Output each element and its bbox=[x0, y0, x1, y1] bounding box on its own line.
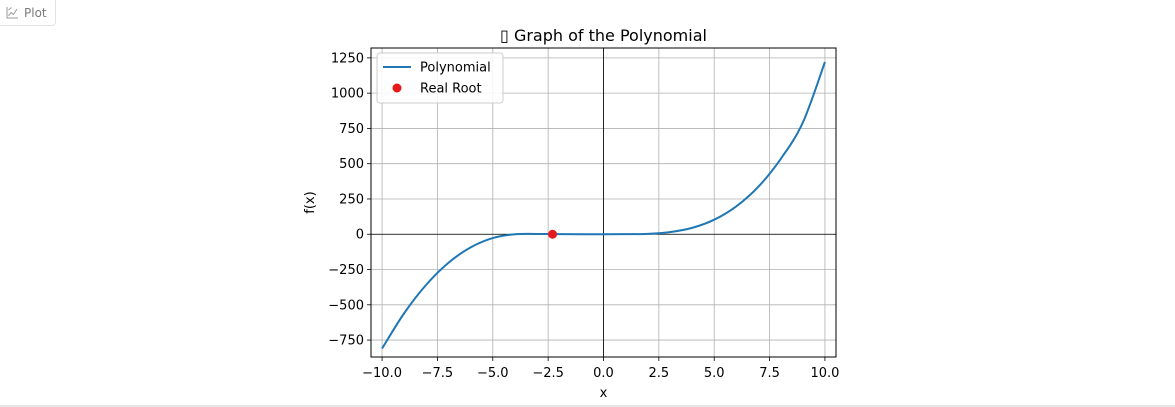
series-layer bbox=[381, 61, 826, 350]
plot-tab[interactable]: Plot bbox=[0, 0, 56, 26]
x-axis-ticks: −10.0 −7.5 −5.0 −2.5 0.0 2.5 5.0 7.5 10.0 bbox=[362, 357, 839, 381]
polynomial-line bbox=[381, 61, 826, 350]
y-tick-label: −250 bbox=[328, 263, 364, 278]
x-tick-label: −10.0 bbox=[362, 366, 402, 381]
x-tick-label: −5.0 bbox=[477, 366, 509, 381]
y-tick-label: 1000 bbox=[331, 87, 364, 102]
y-tick-label: 0 bbox=[356, 228, 364, 243]
x-tick-label: −2.5 bbox=[532, 366, 564, 381]
legend: Polynomial Real Root bbox=[376, 52, 504, 104]
y-tick-label: 250 bbox=[339, 192, 364, 207]
y-axis-label: f(x) bbox=[303, 191, 318, 213]
y-tick-label: 1250 bbox=[331, 51, 364, 66]
y-tick-label: 750 bbox=[339, 122, 364, 137]
x-tick-label: 10.0 bbox=[810, 366, 839, 381]
x-tick-label: 2.5 bbox=[649, 366, 670, 381]
y-tick-label: −500 bbox=[328, 298, 364, 313]
x-tick-label: −7.5 bbox=[422, 366, 454, 381]
x-axis-label: x bbox=[600, 386, 608, 401]
legend-point-swatch bbox=[392, 83, 402, 93]
chart-icon bbox=[6, 6, 19, 19]
legend-box bbox=[376, 52, 504, 104]
y-tick-label: −750 bbox=[328, 334, 364, 349]
legend-label: Polynomial bbox=[420, 61, 491, 76]
plot-tab-label: Plot bbox=[24, 5, 47, 20]
real-root-point bbox=[548, 229, 558, 239]
x-tick-label: 5.0 bbox=[704, 366, 725, 381]
legend-label: Real Root bbox=[420, 82, 482, 97]
y-tick-label: 500 bbox=[339, 157, 364, 172]
y-axis-ticks: −750 −500 −250 0 250 500 750 1000 1250 bbox=[328, 51, 371, 349]
x-tick-label: 0.0 bbox=[593, 366, 614, 381]
x-tick-label: 7.5 bbox=[759, 366, 780, 381]
chart-title: ▯ Graph of the Polynomial bbox=[500, 26, 707, 45]
